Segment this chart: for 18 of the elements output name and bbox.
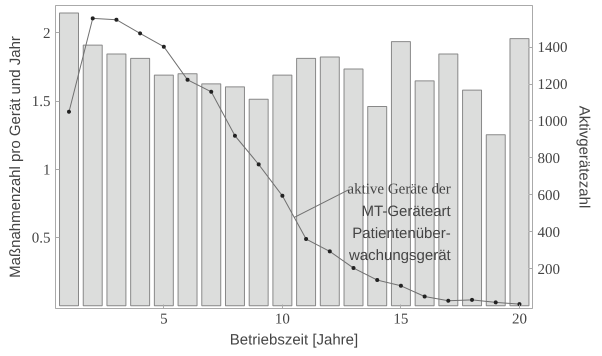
y2-tick-label: 400	[538, 224, 560, 241]
y2-tick-label: 1200	[538, 77, 568, 94]
y-tick-label: 2	[43, 26, 50, 42]
y-tick-label: 1	[43, 162, 50, 178]
x-tick-label: 10	[274, 312, 290, 328]
y2-axis-title: Aktivgerätezahl	[576, 106, 592, 208]
y2-tick-label: 200	[538, 262, 560, 278]
y2-tick-label: 1000	[538, 114, 568, 130]
y-tick-label: 1.5	[32, 94, 50, 110]
y-axis-title: Maßnahmenzahl pro Gerät und Jahr	[6, 36, 24, 278]
x-tick-label: 5	[160, 312, 168, 328]
y2-tick-label: 600	[538, 188, 560, 204]
y-tick-label: 0.5	[32, 230, 50, 247]
x-tick-label: 20	[512, 312, 527, 328]
y2-tick-label: 1400	[538, 40, 568, 56]
x-tick-label: 15	[393, 312, 408, 328]
x-axis-title: Betriebszeit [Jahre]	[230, 332, 358, 348]
y2-tick-label: 800	[538, 150, 560, 167]
